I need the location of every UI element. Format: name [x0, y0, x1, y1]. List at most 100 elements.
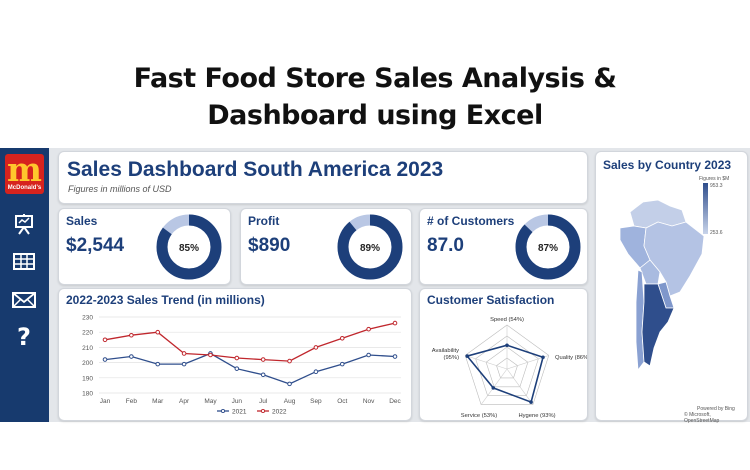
radar-grid-ring — [496, 357, 518, 379]
kpi-value: $2,544 — [66, 235, 125, 256]
mail-icon[interactable] — [11, 287, 37, 313]
y-tick-label: 230 — [82, 315, 93, 322]
data-point-2022 — [260, 357, 266, 362]
radar-point — [491, 386, 496, 390]
radar-axis-label: Speed (54%) — [490, 317, 524, 323]
map-credit-line2: © Microsoft, OpenStreetMap — [684, 412, 720, 424]
radar-axis-label: Availability — [432, 348, 459, 354]
kpi-donut-fill — [337, 214, 403, 280]
customer-satisfaction-title: Customer Satisfaction — [427, 293, 555, 307]
x-tick-label: Dec — [389, 398, 401, 405]
x-tick-label: Feb — [126, 398, 138, 405]
radar-axis-label: Quality (86%) — [555, 355, 587, 361]
dashboard-title-card: Sales Dashboard South America 2023 Figur… — [58, 151, 588, 204]
data-point-2021 — [392, 354, 398, 359]
radar-point — [541, 355, 545, 360]
data-point-2021 — [234, 366, 240, 371]
sales-trend-card: 2022-2023 Sales Trend (in millions) 180 1… — [58, 288, 412, 421]
series-line-2022 — [104, 322, 396, 362]
legend-label-2021: 2021 — [232, 408, 247, 415]
legend-marker-2021 — [220, 408, 226, 414]
customer-satisfaction-chart: Speed (54%) Quality (86%) Hygene (93%) Serv… — [432, 317, 587, 419]
south-america-map[interactable] — [608, 192, 708, 382]
y-tick-label: 200 — [82, 360, 93, 367]
x-tick-label: Apr — [179, 398, 190, 405]
x-tick-label: Jan — [100, 398, 111, 405]
x-tick-label: Mar — [152, 398, 164, 405]
data-point-2021 — [313, 369, 319, 375]
data-point-2021 — [155, 361, 161, 367]
data-point-2021 — [366, 352, 371, 358]
help-icon[interactable]: ? — [17, 323, 31, 351]
y-tick-label: 180 — [82, 391, 93, 398]
kpi-donut: 87% — [515, 214, 581, 280]
kpi-value: 87.0 — [427, 235, 464, 256]
map-legend-max: 953.3 — [710, 183, 723, 189]
page-banner: Fast Food Store Sales Analysis & Dashboa… — [0, 0, 750, 145]
y-tick-label: 220 — [82, 330, 93, 337]
radar-series — [465, 344, 544, 404]
kpi-value: $890 — [248, 235, 291, 256]
radar-grid-ring — [464, 324, 550, 405]
x-tick-label: Sep — [310, 398, 322, 405]
radar-point — [505, 343, 509, 348]
presentation-icon[interactable] — [11, 212, 37, 238]
data-point-2022 — [313, 345, 319, 350]
kpi-label: Profit — [248, 214, 280, 228]
data-point-2022 — [287, 358, 292, 364]
radar-spoke — [506, 368, 534, 405]
legend-label-2022: 2022 — [272, 408, 287, 415]
x-tick-label: Aug — [284, 398, 296, 405]
radar-grid-ring — [475, 335, 539, 396]
map-legend-title: Figures in $M — [699, 176, 730, 182]
data-point-2021 — [339, 361, 345, 367]
data-point-2022 — [155, 329, 161, 335]
data-point-2022 — [129, 332, 134, 338]
kpi-donut: 89% — [337, 214, 403, 280]
sales-trend-chart: 180 190 200 210 220 230 Jan Feb Mar Apr May Jun Jul A… — [82, 315, 401, 416]
data-point-2022 — [102, 337, 108, 343]
table-icon[interactable] — [11, 249, 37, 275]
kpi-donut-fill — [156, 214, 222, 280]
x-tick-label: Nov — [363, 398, 375, 405]
data-point-2022 — [181, 351, 187, 356]
x-tick-label: May — [204, 398, 217, 405]
data-point-2022 — [208, 352, 213, 358]
kpi-card-customers[interactable]: # of Customers 87.0 87% — [419, 208, 588, 285]
sales-trend-title: 2022-2023 Sales Trend (in millions) — [66, 293, 265, 307]
kpi-label: Sales — [66, 214, 98, 228]
radar-spoke — [465, 355, 508, 370]
map-region-argentina — [641, 283, 675, 367]
legend-marker-2022 — [260, 408, 266, 414]
x-tick-label: Oct — [337, 398, 347, 405]
kpi-donut: 85% — [156, 214, 222, 280]
data-point-2021 — [181, 361, 187, 367]
mcdonalds-logo[interactable]: m McDonald's — [5, 154, 44, 194]
radar-point — [529, 400, 533, 404]
radar-axis-label: (95%) — [444, 355, 460, 361]
radar-grid-ring — [485, 346, 529, 388]
data-point-2021 — [129, 354, 134, 359]
customer-satisfaction-card: Customer Satisfaction Speed (54%) Quality… — [419, 288, 588, 421]
sales-by-country-card: Sales by Country 2023 Figures in $M 953.… — [595, 151, 748, 424]
y-tick-label: 210 — [82, 345, 93, 352]
logo-brand-label: McDonald's — [7, 185, 42, 191]
kpi-card-profit[interactable]: Profit $890 89% — [240, 208, 412, 285]
dashboard-subtitle: Figures in millions of USD — [68, 184, 172, 194]
kpi-donut-fill — [515, 214, 581, 280]
series-line-2021 — [104, 352, 396, 385]
map-region-bolivia — [639, 259, 661, 285]
kpi-card-sales[interactable]: Sales $2,544 85% — [58, 208, 231, 285]
kpi-label: # of Customers — [427, 214, 515, 228]
x-tick-label: Jun — [232, 398, 243, 405]
radar-axis-label: Service (53%) — [461, 413, 497, 419]
kpi-donut-label: 89% — [360, 243, 380, 254]
data-point-2022 — [234, 355, 240, 361]
dashboard-title: Sales Dashboard South America 2023 — [67, 158, 444, 181]
banner-title-line1: Fast Food Store Sales Analysis & — [133, 63, 617, 94]
data-point-2022 — [339, 335, 345, 341]
data-point-2022 — [366, 326, 371, 332]
data-point-2021 — [102, 357, 108, 362]
map-credit-line1: Powered by Bing — [697, 406, 735, 412]
sidebar: m McDonald's ? — [0, 148, 49, 422]
